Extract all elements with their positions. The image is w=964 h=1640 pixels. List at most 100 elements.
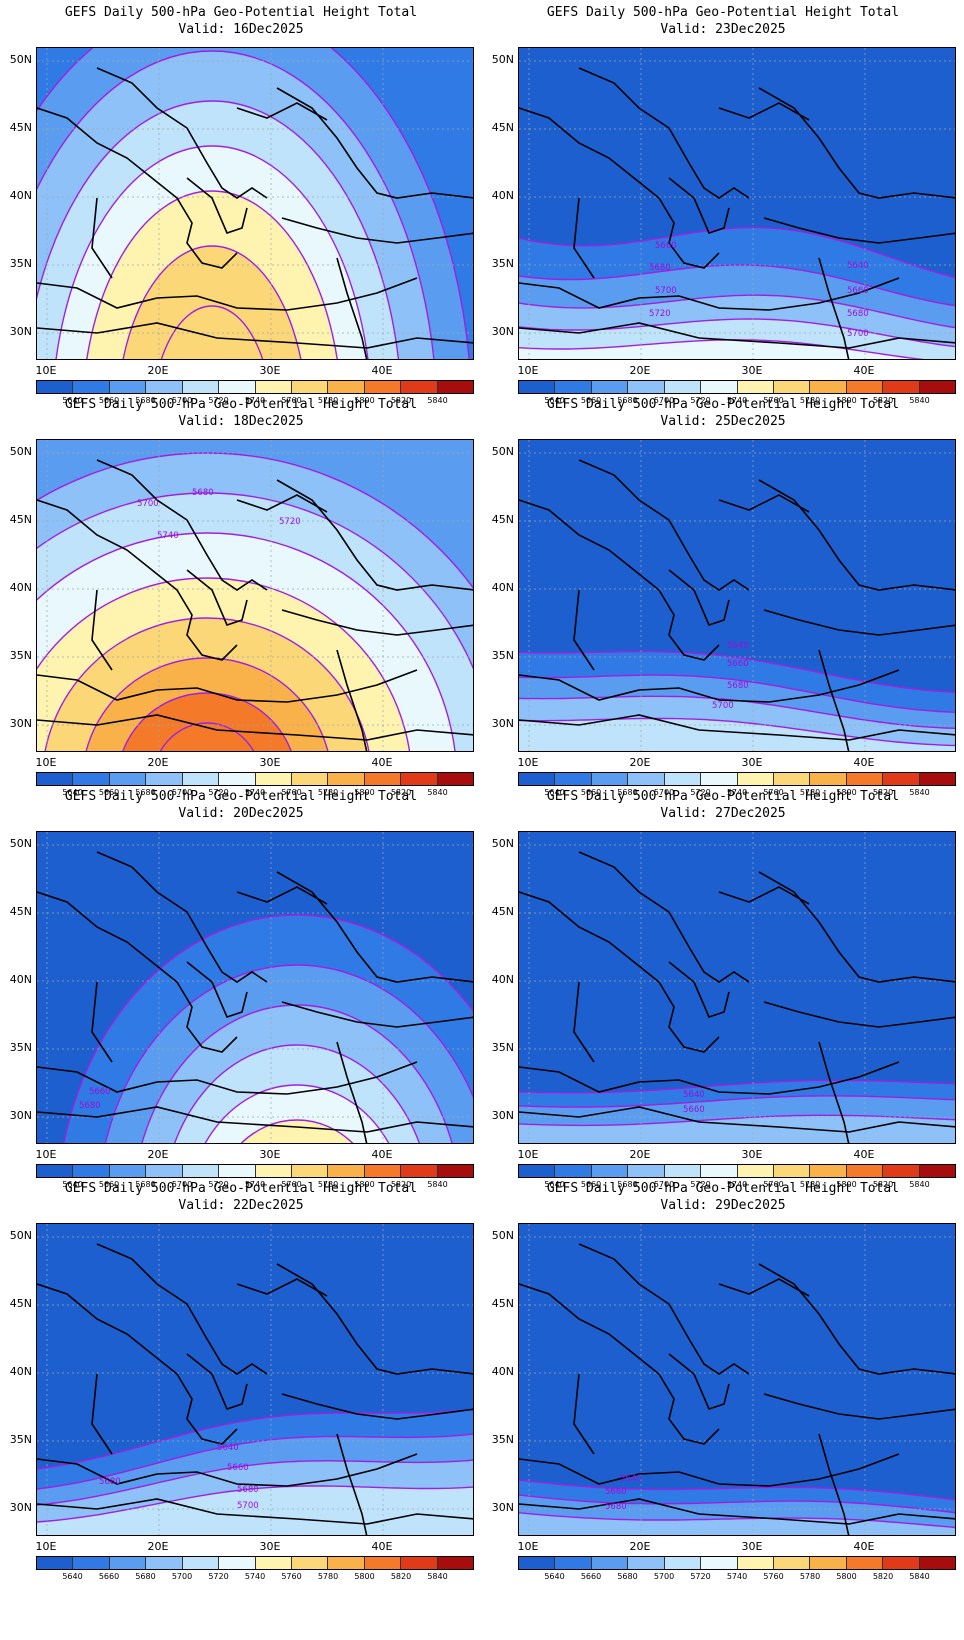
colorbar-swatch — [591, 381, 629, 393]
colorbar-swatch — [109, 1165, 147, 1177]
colorbar-swatch — [519, 773, 556, 785]
latitude-label: 40N — [491, 973, 514, 986]
contour-label: 5680 — [605, 1502, 627, 1512]
colorbar-swatch — [701, 1557, 738, 1569]
colorbar-level-label: 5640 — [62, 788, 83, 797]
contour-bands — [519, 1080, 955, 1143]
valid-date: Valid: 18Dec2025 — [178, 414, 304, 429]
colorbar-level-label: 5740 — [244, 1180, 266, 1189]
colorbar-swatch — [364, 773, 402, 785]
colorbar-swatch — [328, 773, 365, 785]
panel-title: GEFS Daily 500-hPa Geo-Potential Height … — [546, 789, 900, 804]
colorbar-level-label: 5780 — [799, 1180, 821, 1189]
contour-label: 5740 — [157, 531, 179, 541]
colorbar-swatch — [146, 1165, 183, 1177]
colorbar-swatch — [182, 381, 220, 393]
map-area: 5680 5700 5740 5720 — [36, 439, 474, 752]
latitude-label: 35N — [9, 257, 32, 270]
latitude-label: 40N — [491, 581, 514, 594]
colorbar-swatch — [773, 773, 811, 785]
contour-lines — [519, 1079, 955, 1127]
colorbar-level-label: 5640 — [62, 1180, 83, 1189]
colorbar-swatch — [291, 381, 329, 393]
longitude-label: 10E — [35, 1540, 57, 1553]
contour-label: 5680 — [649, 263, 671, 273]
colorbar-level-label: 5740 — [726, 1572, 748, 1581]
coastline-outline — [519, 1243, 955, 1535]
contour-label: 5680 — [99, 1477, 121, 1487]
panel-title: GEFS Daily 500-hPa Geo-Potential Height … — [546, 5, 900, 20]
latitude-label: 30N — [491, 1501, 514, 1514]
colorbar-level-label: 5640 — [544, 1572, 565, 1581]
contour-label: 5700 — [712, 701, 734, 711]
colorbar-level-label: 5680 — [617, 396, 638, 405]
colorbar-swatch — [555, 1557, 592, 1569]
colorbar-swatch — [591, 1557, 629, 1569]
latitude-label: 35N — [9, 1041, 32, 1054]
height-band — [37, 1460, 473, 1522]
colorbar-level-label: 5740 — [726, 1180, 748, 1189]
colorbar-level-label: 5680 — [135, 396, 156, 405]
colorbar-level-label: 5820 — [390, 788, 412, 797]
colorbar-level-label: 5700 — [171, 788, 193, 797]
latitude-label: 30N — [9, 325, 32, 338]
colorbar-swatch — [73, 381, 110, 393]
colorbar — [36, 380, 474, 394]
height-band — [519, 265, 955, 328]
longitude-label: 30E — [741, 364, 763, 377]
contour-label: 5640 — [217, 1443, 239, 1453]
colorbar-level-label: 5820 — [390, 1572, 412, 1581]
latitude-label: 30N — [9, 1501, 32, 1514]
coastline-outline — [37, 67, 473, 359]
colorbar-swatch — [883, 1557, 920, 1569]
colorbar-level-label: 5840 — [909, 396, 930, 405]
panel-title: GEFS Daily 500-hPa Geo-Potential Height … — [546, 397, 900, 412]
colorbar-level-label: 5720 — [690, 1572, 711, 1581]
colorbar-swatch — [919, 1165, 956, 1177]
colorbar-level-label: 5680 — [617, 1180, 638, 1189]
colorbar-swatch — [846, 773, 884, 785]
colorbar-swatch — [37, 1165, 74, 1177]
contour-label: 5660 — [727, 659, 749, 669]
longitude-label: 20E — [629, 756, 651, 769]
longitude-label: 10E — [517, 756, 539, 769]
colorbar-level-label: 5720 — [690, 396, 711, 405]
longitude-label: 20E — [147, 1540, 169, 1553]
colorbar-swatch — [401, 773, 438, 785]
longitude-label: 10E — [517, 364, 539, 377]
contour-lines — [37, 1408, 473, 1523]
longitude-label: 40E — [371, 364, 393, 377]
height-band — [519, 1080, 955, 1108]
colorbar-level-label: 5760 — [763, 1180, 784, 1189]
colorbar-swatch — [291, 1165, 329, 1177]
colorbar-swatch — [364, 1557, 402, 1569]
latitude-label: 45N — [9, 1297, 32, 1310]
latitude-label: 50N — [491, 445, 514, 458]
latitude-label: 35N — [491, 257, 514, 270]
colorbar-level-label: 5820 — [872, 1572, 894, 1581]
colorbar-swatch — [364, 381, 402, 393]
colorbar-swatch — [883, 1165, 920, 1177]
colorbar-swatch — [255, 1165, 292, 1177]
colorbar-swatch — [701, 381, 738, 393]
colorbar-swatch — [737, 1557, 774, 1569]
colorbar-level-label: 5660 — [98, 788, 120, 797]
colorbar-level-label: 5840 — [427, 396, 448, 405]
colorbar-level-label: 5820 — [390, 396, 412, 405]
contour-label: 5680 — [192, 488, 214, 498]
latitude-label: 30N — [491, 1109, 514, 1122]
longitude-label: 10E — [35, 756, 57, 769]
contour-bands — [37, 48, 470, 359]
colorbar-level-label: 5740 — [244, 788, 266, 797]
colorbar-swatch — [291, 1557, 329, 1569]
height-band — [519, 227, 955, 306]
latitude-label: 50N — [491, 1229, 514, 1242]
colorbar-swatch — [773, 1165, 811, 1177]
map-area: 5640 5660 5680 — [518, 1223, 956, 1536]
longitude-label: 30E — [741, 1148, 763, 1161]
colorbar-level-label: 5780 — [317, 1572, 339, 1581]
longitude-label: 20E — [629, 1540, 651, 1553]
map-area: 5640 5660 5680 5680 5700 — [36, 1223, 474, 1536]
colorbar-swatch — [555, 1165, 592, 1177]
latitude-label: 45N — [9, 121, 32, 134]
